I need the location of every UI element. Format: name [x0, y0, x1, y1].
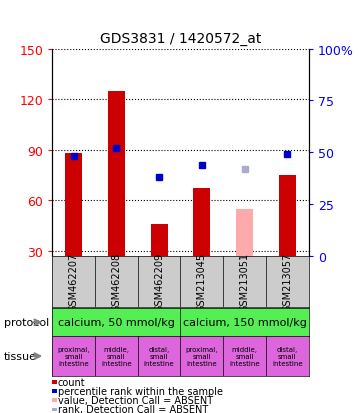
- Text: proximal,
small
intestine: proximal, small intestine: [57, 346, 90, 366]
- Text: distal,
small
intestine: distal, small intestine: [144, 346, 174, 366]
- Text: calcium, 150 mmol/kg: calcium, 150 mmol/kg: [183, 318, 306, 328]
- Text: percentile rank within the sample: percentile rank within the sample: [58, 386, 223, 396]
- Text: calcium, 50 mmol/kg: calcium, 50 mmol/kg: [58, 318, 175, 328]
- Text: count: count: [58, 377, 86, 387]
- Text: GSM462208: GSM462208: [112, 252, 121, 311]
- Bar: [279, 176, 296, 256]
- Text: protocol: protocol: [4, 318, 49, 328]
- Text: proximal,
small
intestine: proximal, small intestine: [186, 346, 218, 366]
- Text: GSM213051: GSM213051: [240, 252, 249, 311]
- Text: GSM213045: GSM213045: [197, 252, 207, 311]
- Text: GSM462209: GSM462209: [154, 252, 164, 311]
- Bar: [236, 209, 253, 256]
- Bar: [108, 92, 125, 256]
- Bar: [65, 154, 82, 256]
- Title: GDS3831 / 1420572_at: GDS3831 / 1420572_at: [100, 32, 261, 46]
- Text: middle,
small
intestine: middle, small intestine: [229, 346, 260, 366]
- Text: tissue: tissue: [4, 351, 36, 361]
- Text: rank, Detection Call = ABSENT: rank, Detection Call = ABSENT: [58, 404, 208, 413]
- Bar: [193, 189, 210, 256]
- Text: distal,
small
intestine: distal, small intestine: [272, 346, 303, 366]
- Text: value, Detection Call = ABSENT: value, Detection Call = ABSENT: [58, 395, 213, 405]
- Bar: [151, 224, 168, 256]
- Text: middle,
small
intestine: middle, small intestine: [101, 346, 132, 366]
- Text: GSM213057: GSM213057: [282, 252, 292, 311]
- Text: GSM462207: GSM462207: [69, 252, 79, 311]
